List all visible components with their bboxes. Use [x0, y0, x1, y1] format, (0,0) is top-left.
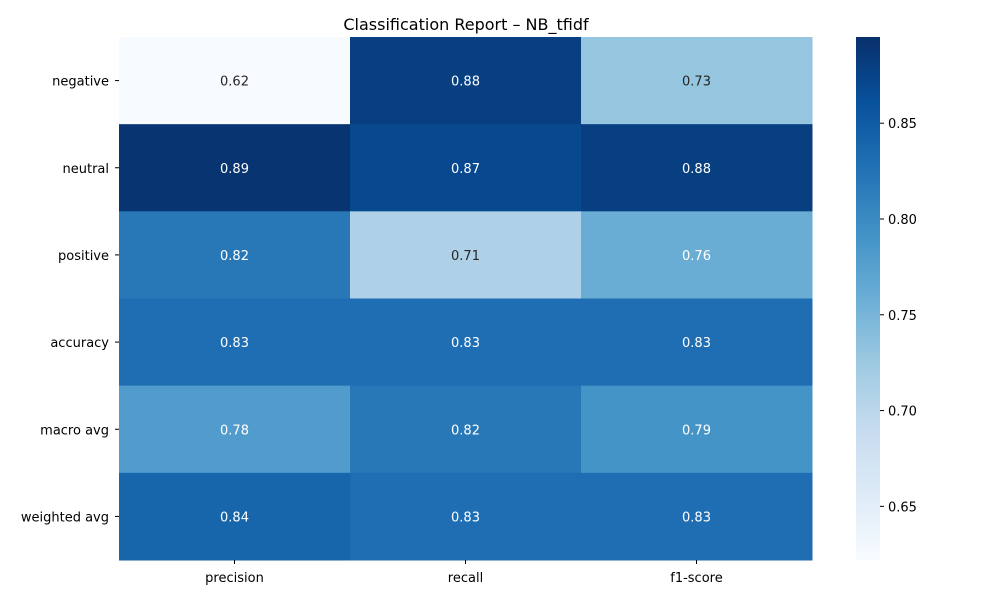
cell-value-label: 0.84	[220, 510, 249, 525]
colorbar-ticks: 0.65 0.70 0.75 0.80 0.85	[880, 117, 917, 515]
heatmap-cell	[350, 472, 582, 561]
colorbar-tick-label: 0.85	[888, 117, 917, 132]
colorbar-gradient	[856, 37, 880, 560]
heatmap-cell	[119, 385, 351, 474]
colorbar-tick-label: 0.65	[888, 500, 917, 515]
cell-value-label: 0.82	[220, 249, 249, 264]
cell-value-label: 0.82	[451, 423, 480, 438]
column-label: precision	[205, 571, 264, 586]
column-label: f1-score	[670, 571, 722, 586]
heatmap-cell	[119, 298, 351, 387]
heatmap-cell	[350, 124, 582, 212]
heatmap-cell	[119, 211, 351, 299]
heatmap-cell	[350, 385, 582, 474]
row-label: weighted avg	[21, 510, 109, 525]
cell-value-label: 0.73	[682, 75, 711, 90]
cell-value-label: 0.79	[682, 423, 711, 438]
heatmap-cell	[581, 472, 813, 561]
chart-title: Classification Report – NB_tfidf	[343, 15, 589, 35]
heatmap-cell	[581, 385, 813, 474]
cell-value-label: 0.89	[220, 162, 249, 177]
cell-value-label: 0.62	[220, 75, 249, 90]
cell-value-label: 0.71	[451, 249, 480, 264]
heatmap-cells: 0.62 0.88 0.73 0.89 0.87 0.88 0.82 0.71 0.76 0.83…	[119, 37, 813, 561]
heatmap-cell	[350, 37, 582, 125]
cell-value-label: 0.83	[220, 336, 249, 351]
heatmap-cell	[581, 298, 813, 387]
colorbar-tick-label: 0.70	[888, 405, 917, 420]
cell-value-label: 0.83	[682, 510, 711, 525]
colorbar-tick-label: 0.75	[888, 309, 917, 324]
row-label: negative	[52, 75, 109, 90]
row-label: accuracy	[50, 336, 109, 351]
row-label: positive	[58, 249, 109, 264]
cell-value-label: 0.83	[451, 336, 480, 351]
column-labels: precision recall f1-score	[205, 560, 723, 586]
heatmap-cell	[350, 298, 582, 387]
colorbar	[856, 37, 880, 560]
cell-value-label: 0.76	[682, 249, 711, 264]
column-label: recall	[448, 571, 483, 586]
heatmap-cell	[581, 124, 813, 212]
colorbar-tick-label: 0.80	[888, 213, 917, 228]
heatmap-cell	[350, 211, 582, 299]
cell-value-label: 0.88	[682, 162, 711, 177]
cell-value-label: 0.78	[220, 423, 249, 438]
cell-value-label: 0.87	[451, 162, 480, 177]
heatmap-cell	[119, 124, 351, 212]
heatmap-cell	[581, 211, 813, 299]
cell-value-label: 0.83	[451, 510, 480, 525]
row-labels: negative neutral positive accuracy macro avg…	[21, 75, 119, 525]
heatmap-cell	[119, 37, 351, 125]
row-label: neutral	[63, 162, 110, 177]
heatmap-cell	[581, 37, 813, 125]
heatmap-cell	[119, 472, 351, 561]
row-label: macro avg	[40, 423, 109, 438]
cell-value-label: 0.88	[451, 75, 480, 90]
cell-value-label: 0.83	[682, 336, 711, 351]
